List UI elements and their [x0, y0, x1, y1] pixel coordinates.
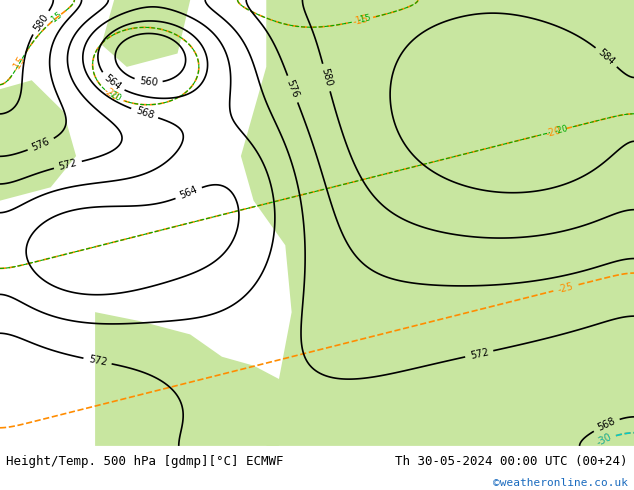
Text: -20: -20 [553, 124, 569, 136]
Text: -15: -15 [48, 10, 65, 25]
Text: 564: 564 [178, 185, 199, 201]
Text: 584: 584 [596, 47, 617, 67]
Text: Th 30-05-2024 00:00 UTC (00+24): Th 30-05-2024 00:00 UTC (00+24) [395, 455, 628, 468]
Text: 572: 572 [469, 347, 489, 361]
Text: -15: -15 [352, 14, 370, 27]
Text: 580: 580 [319, 67, 333, 88]
Text: 580: 580 [31, 12, 50, 33]
Text: -30: -30 [595, 432, 613, 448]
Text: -20: -20 [101, 85, 120, 102]
Polygon shape [95, 312, 279, 446]
Text: 568: 568 [134, 106, 155, 121]
Text: 572: 572 [58, 158, 78, 172]
Text: -20: -20 [545, 125, 562, 139]
Polygon shape [241, 0, 634, 446]
Text: 560: 560 [139, 76, 158, 88]
Text: 568: 568 [596, 416, 617, 433]
Text: -25: -25 [557, 281, 575, 294]
Text: 564: 564 [102, 73, 123, 92]
Text: 576: 576 [30, 136, 51, 153]
Text: 572: 572 [87, 354, 108, 368]
Text: Height/Temp. 500 hPa [gdmp][°C] ECMWF: Height/Temp. 500 hPa [gdmp][°C] ECMWF [6, 455, 284, 468]
Text: -15: -15 [357, 14, 372, 25]
Text: ©weatheronline.co.uk: ©weatheronline.co.uk [493, 478, 628, 489]
Text: -15: -15 [11, 55, 27, 74]
Text: -20: -20 [107, 89, 122, 104]
Text: -30: -30 [595, 432, 613, 448]
Polygon shape [101, 0, 190, 67]
Text: 576: 576 [285, 78, 301, 99]
Polygon shape [0, 80, 76, 201]
